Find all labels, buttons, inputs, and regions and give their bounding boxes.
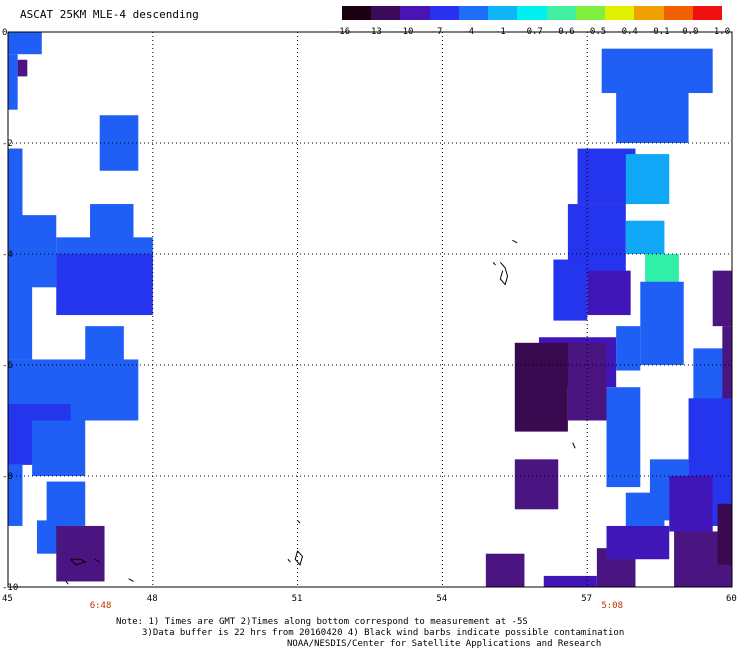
colorbar xyxy=(342,6,723,20)
colorbar-segment xyxy=(692,6,723,20)
colorbar-segment xyxy=(429,6,460,20)
colorbar-segment xyxy=(517,6,548,20)
map-frame xyxy=(7,31,733,588)
island-coastline xyxy=(572,442,576,449)
wind-patch xyxy=(8,464,23,526)
wind-patch xyxy=(616,326,641,371)
wind-patch xyxy=(514,342,568,432)
wind-patch xyxy=(8,54,18,110)
colorbar-segment xyxy=(634,6,665,20)
note-line-1: Note: 1) Times are GMT 2)Times along bot… xyxy=(116,617,528,627)
wind-patch xyxy=(587,270,631,316)
time-label: 6:48 xyxy=(90,601,112,610)
plot-border xyxy=(7,31,733,588)
island-coastline xyxy=(128,578,134,582)
gridlines xyxy=(8,32,732,587)
colorbar-segment xyxy=(342,6,372,20)
colorbar-segment xyxy=(575,6,606,20)
island-coastline xyxy=(70,558,87,566)
island-coastline xyxy=(294,550,303,566)
latitude-tick-label: -4 xyxy=(2,250,13,260)
wind-patch xyxy=(8,215,57,288)
island-coastline xyxy=(512,239,518,244)
wind-patch xyxy=(669,476,713,532)
wind-patch xyxy=(99,115,139,171)
note-line-3: NOAA/NESDIS/Center for Satellite Applica… xyxy=(287,639,602,649)
longitude-tick-label: 48 xyxy=(147,594,158,604)
longitude-tick-label: 45 xyxy=(2,594,13,604)
wind-patch xyxy=(90,548,105,565)
colorbar-segment xyxy=(458,6,489,20)
wind-patch xyxy=(625,220,665,254)
coastlines xyxy=(65,239,576,585)
latitude-tick-label: 0 xyxy=(2,28,7,38)
island-coastline xyxy=(297,520,301,524)
longitude-tick-label: 54 xyxy=(436,594,447,604)
colorbar-segment xyxy=(371,6,401,20)
colorbar-segment xyxy=(605,6,635,20)
wind-data-patches xyxy=(8,32,732,587)
wind-patch xyxy=(8,281,33,360)
wind-patch xyxy=(514,459,559,510)
note-line-2: 3)Data buffer is 22 hrs from 20160420 4)… xyxy=(142,628,625,638)
longitude-tick-label: 51 xyxy=(292,594,303,604)
latitude-tick-label: -2 xyxy=(2,139,13,149)
wind-patch xyxy=(46,481,86,526)
wind-patch xyxy=(606,387,641,488)
longitude-tick-label: 57 xyxy=(581,594,592,604)
wind-patch xyxy=(543,575,597,587)
colorbar-segment xyxy=(546,6,577,20)
wind-patch xyxy=(606,525,670,560)
latitude-tick-label: -6 xyxy=(2,361,13,371)
wind-patch xyxy=(717,503,732,565)
wind-patch xyxy=(640,281,684,365)
island-coastline xyxy=(94,558,100,563)
wind-patch xyxy=(712,270,732,327)
longitude-tick-label: 60 xyxy=(726,594,737,604)
wind-patch xyxy=(17,59,28,77)
latitude-tick-label: -8 xyxy=(2,472,13,482)
colorbar-segment xyxy=(663,6,694,20)
wind-patch xyxy=(601,48,713,94)
map-title: ASCAT 25KM MLE-4 descending xyxy=(20,8,199,21)
wind-patch xyxy=(485,553,525,587)
island-coastline xyxy=(287,558,291,563)
wind-patch xyxy=(707,564,732,587)
wind-patch xyxy=(32,420,86,476)
latitude-tick-label: -10 xyxy=(2,583,18,593)
wind-patch xyxy=(616,87,689,143)
wind-patch xyxy=(553,259,588,321)
time-label: 5:08 xyxy=(601,601,623,610)
colorbar-segment xyxy=(400,6,431,20)
wind-patch xyxy=(56,254,153,316)
island-coastline xyxy=(492,261,496,266)
wind-patch xyxy=(567,342,607,421)
wind-patch xyxy=(85,326,124,365)
wind-patch xyxy=(8,32,42,55)
island-coastline xyxy=(65,581,69,585)
wind-patch xyxy=(625,154,670,205)
island-coastline xyxy=(499,261,509,286)
colorbar-segment xyxy=(488,6,518,20)
